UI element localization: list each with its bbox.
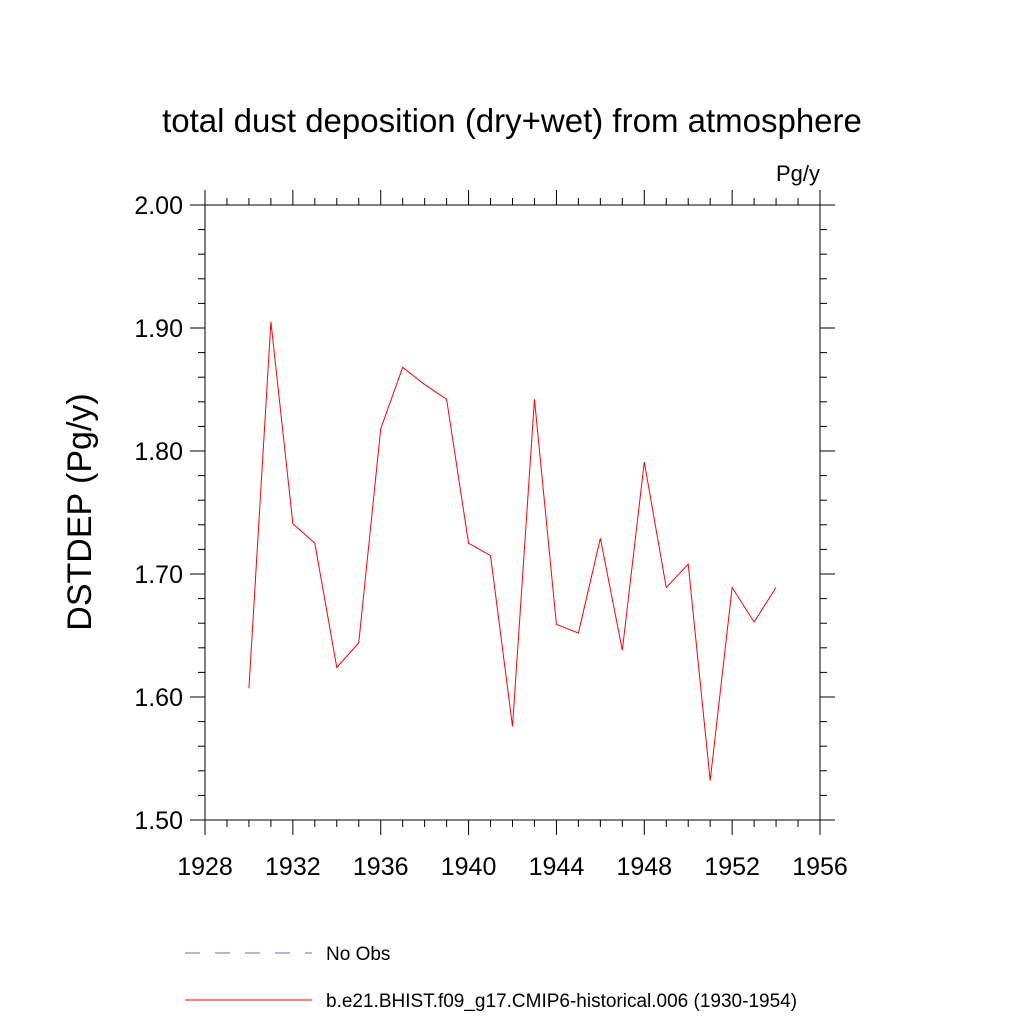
y-tick-label: 1.70 bbox=[134, 561, 183, 589]
x-tick-label: 1956 bbox=[792, 853, 848, 881]
x-tick-label: 1936 bbox=[353, 853, 409, 881]
y-tick-label: 1.80 bbox=[134, 438, 183, 466]
plot-area bbox=[248, 321, 777, 781]
axis-ticks: 1928 1932 1936 1940 1944 1948 1952 1956 1.50 1.60… bbox=[134, 190, 848, 881]
legend-label: No Obs bbox=[326, 944, 390, 965]
x-tick-label: 1944 bbox=[529, 853, 585, 881]
units-label: Pg/y bbox=[776, 161, 820, 186]
series-line bbox=[248, 321, 777, 781]
x-tick-label: 1932 bbox=[265, 853, 321, 881]
legend: No Obs b.e21.BHIST.f09_g17.CMIP6-historic… bbox=[185, 944, 797, 1012]
x-tick-label: 1928 bbox=[177, 853, 233, 881]
x-tick-label: 1940 bbox=[441, 853, 497, 881]
y-tick-label: 1.90 bbox=[134, 315, 183, 343]
chart-title: total dust deposition (dry+wet) from atm… bbox=[162, 102, 862, 139]
x-tick-label: 1952 bbox=[704, 853, 760, 881]
y-tick-label: 1.50 bbox=[134, 807, 183, 835]
y-tick-label: 1.60 bbox=[134, 684, 183, 712]
y-axis-label: DSTDEP (Pg/y) bbox=[61, 393, 99, 630]
x-tick-label: 1948 bbox=[616, 853, 672, 881]
plot-frame bbox=[204, 204, 821, 821]
y-tick-label: 2.00 bbox=[134, 192, 183, 220]
legend-label: b.e21.BHIST.f09_g17.CMIP6-historical.006… bbox=[326, 991, 797, 1012]
